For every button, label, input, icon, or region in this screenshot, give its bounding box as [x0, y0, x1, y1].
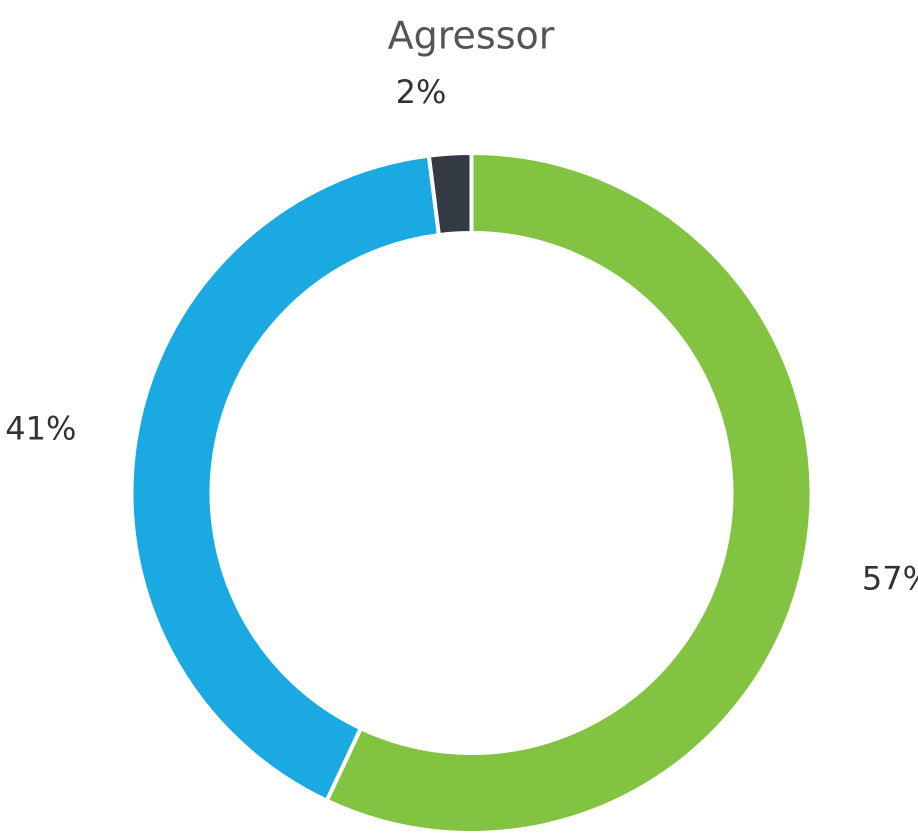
chart-title: Agressor	[388, 14, 555, 58]
donut-segment	[324, 150, 814, 833]
data-label: 57%	[862, 559, 918, 597]
donut-segment	[129, 153, 442, 804]
donut-segment	[426, 150, 474, 238]
data-label: 41%	[5, 409, 76, 447]
data-label: 2%	[396, 73, 447, 111]
